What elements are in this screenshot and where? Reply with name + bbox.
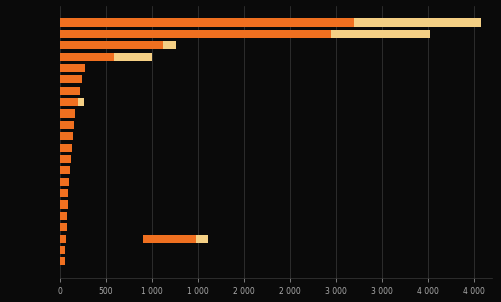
Bar: [60, 223, 67, 231]
Bar: [331, 30, 429, 38]
Bar: [60, 143, 72, 152]
Bar: [60, 18, 354, 27]
Bar: [78, 98, 84, 106]
Bar: [60, 30, 331, 38]
Bar: [60, 98, 78, 106]
Bar: [60, 109, 75, 117]
Bar: [60, 87, 80, 95]
Bar: [354, 18, 480, 27]
Bar: [60, 121, 74, 129]
Bar: [60, 178, 69, 186]
Bar: [60, 235, 66, 243]
Bar: [60, 132, 73, 140]
Bar: [60, 64, 84, 72]
Bar: [143, 235, 196, 243]
Bar: [196, 235, 208, 243]
Bar: [60, 75, 82, 83]
Bar: [60, 166, 70, 175]
Bar: [60, 246, 65, 254]
Bar: [60, 189, 68, 197]
Bar: [113, 53, 152, 61]
Bar: [60, 41, 163, 49]
Bar: [163, 41, 175, 49]
Bar: [60, 53, 113, 61]
Bar: [60, 212, 67, 220]
Bar: [60, 201, 68, 209]
Bar: [60, 155, 71, 163]
Bar: [60, 257, 65, 265]
